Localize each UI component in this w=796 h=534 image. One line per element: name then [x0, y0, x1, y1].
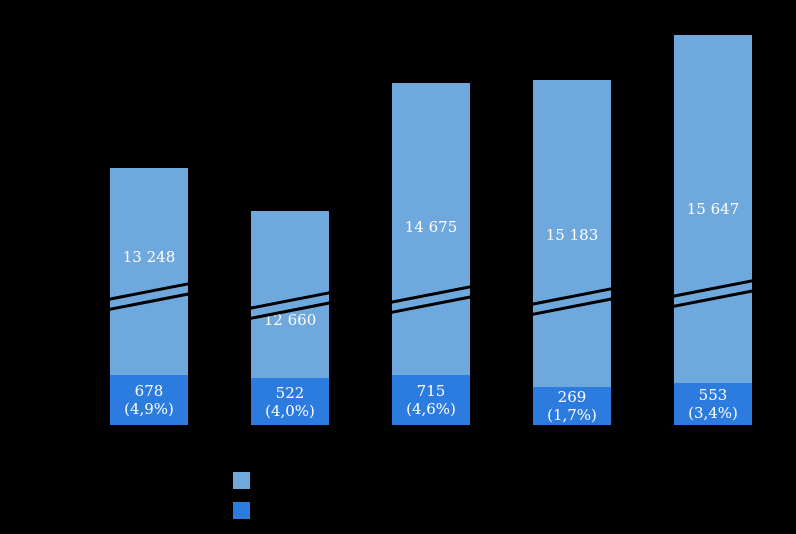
bar5-segment-lower: 553 (3,4%): [674, 383, 752, 425]
bar1-upper-label: 13 248: [122, 248, 176, 266]
bar5-segment-upper: 15 647: [674, 35, 752, 383]
bar4-segment-lower: 269 (1,7%): [533, 387, 611, 425]
bar2-segment-upper: 12 660: [251, 211, 329, 378]
bar5-upper-label: 15 647: [686, 200, 740, 218]
bar4-segment-upper: 15 183: [533, 80, 611, 387]
legend-swatch-upper-series: [233, 472, 250, 489]
bar4-lower-label: 269 (1,7%): [547, 388, 597, 424]
bar3-lower-label: 715 (4,6%): [406, 382, 456, 418]
axis-break-icon: [110, 280, 188, 313]
bar2-upper-label: 12 660: [263, 311, 317, 329]
bar5-lower-label: 553 (3,4%): [688, 386, 738, 422]
axis-break-icon: [674, 277, 752, 310]
axis-break-icon: [533, 285, 611, 318]
bar3-segment-lower: 715 (4,6%): [392, 375, 470, 425]
bar1-segment-upper: 13 248: [110, 168, 188, 375]
bar3-upper-label: 14 675: [404, 218, 458, 236]
legend-swatch-lower-series: [233, 502, 250, 519]
bar3-segment-upper: 14 675: [392, 83, 470, 375]
axis-break-icon: [392, 283, 470, 316]
bar2-lower-label: 522 (4,0%): [265, 383, 315, 420]
bar1-lower-label: 678 (4,9%): [124, 382, 174, 418]
bar2-segment-lower: 522 (4,0%): [251, 378, 329, 425]
bar4-upper-label: 15 183: [545, 226, 599, 244]
bar1-segment-lower: 678 (4,9%): [110, 375, 188, 425]
